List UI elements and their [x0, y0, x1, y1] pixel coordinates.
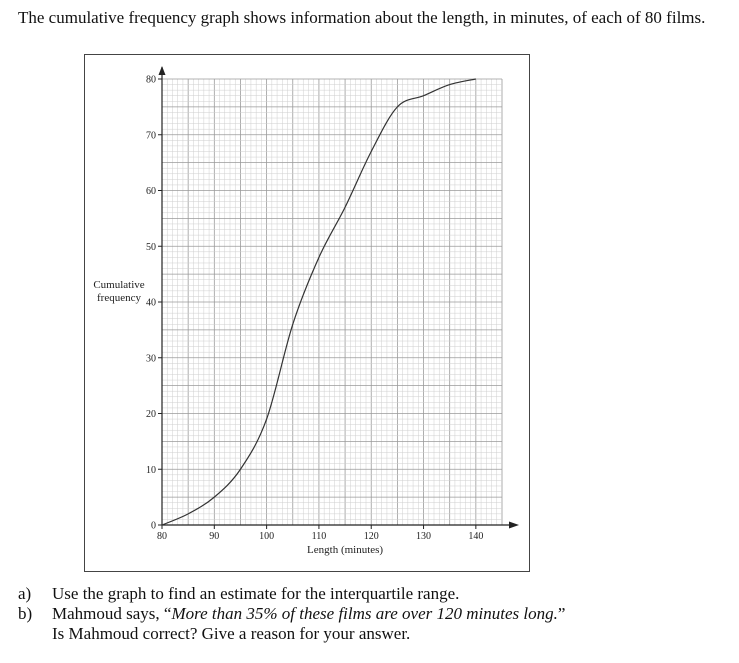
part-a-letter: a): [18, 584, 32, 603]
part-b: b) Mahmoud says, “More than 35% of these…: [18, 604, 565, 624]
y-tick-label: 40: [146, 298, 156, 309]
y-tick-label: 50: [146, 242, 156, 253]
part-b-quote: More than 35% of these films are over 12…: [171, 604, 558, 623]
part-b-line2: Is Mahmoud correct? Give a reason for yo…: [52, 624, 411, 643]
y-tick-label: 70: [146, 130, 156, 141]
part-a-text: Use the graph to find an estimate for th…: [52, 584, 460, 603]
x-axis-arrow: [509, 521, 519, 529]
x-axis-label: Length (minutes): [307, 544, 383, 556]
y-tick-label: 0: [151, 521, 156, 532]
x-tick-label: 140: [468, 531, 483, 542]
y-tick-label: 30: [146, 353, 156, 364]
x-tick-label: 100: [259, 531, 274, 542]
y-axis-arrow: [158, 66, 166, 75]
part-b-close: ”: [557, 604, 566, 623]
y-tick-label: 10: [146, 465, 156, 476]
y-tick-label: 60: [146, 186, 156, 197]
part-b-lead: Mahmoud says, “: [52, 604, 172, 623]
questions: a) Use the graph to find an estimate for…: [18, 584, 565, 644]
y-tick-label: 80: [146, 75, 156, 86]
x-tick-label: 130: [416, 531, 431, 542]
cumulative-frequency-chart: 80 90 100 110 120 130 140 0 10 20 30 40 50 60 70 80 Leng…: [93, 66, 519, 556]
cumulative-frequency-curve: [161, 78, 476, 526]
y-tick-label: 20: [146, 409, 156, 420]
graph-frame: 80 90 100 110 120 130 140 0 10 20 30 40 50 60 70 80 Leng…: [84, 54, 530, 572]
y-axis-label: Cumulative frequency: [93, 279, 144, 304]
part-a: a) Use the graph to find an estimate for…: [18, 584, 565, 604]
part-b-letter: b): [18, 604, 33, 623]
x-tick-label: 90: [209, 531, 219, 542]
x-tick-label: 110: [312, 531, 327, 542]
x-tick-label: 120: [364, 531, 379, 542]
x-tick-label: 80: [157, 531, 167, 542]
question-intro: The cumulative frequency graph shows inf…: [18, 8, 706, 27]
